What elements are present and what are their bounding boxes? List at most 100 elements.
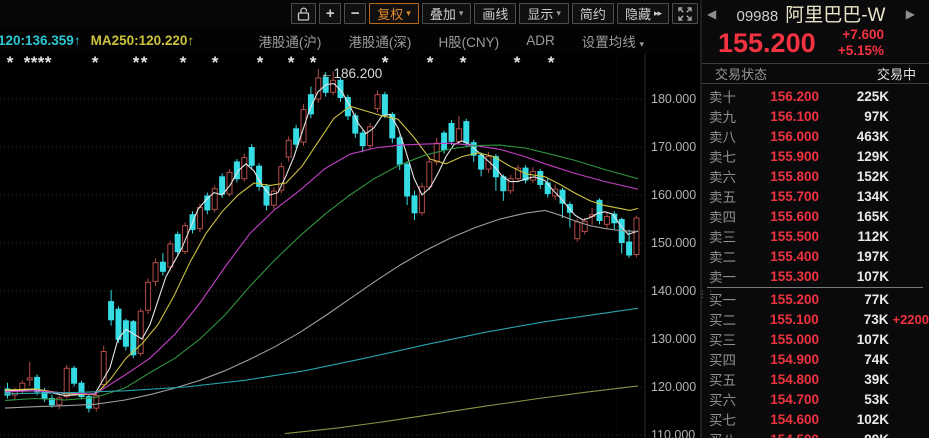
level-label: 买二 [709, 313, 736, 328]
simple-mode-button[interactable]: 简约 [571, 3, 614, 24]
next-stock-button[interactable]: ▶ [905, 6, 915, 21]
lock-button[interactable] [291, 3, 317, 24]
ask-row[interactable]: 卖六 155.800 152K [709, 166, 929, 186]
bid-row[interactable]: 买七 154.600 102K [709, 409, 929, 429]
level-label: 买七 [709, 413, 736, 428]
level-price: 154.900 [770, 351, 819, 367]
zoom-in-button[interactable]: + [319, 3, 342, 24]
ma120-value: 120:136.359↑ [0, 33, 81, 48]
trading-status-row: 交易状态 交易中 [702, 63, 929, 84]
level-label: 卖四 [709, 210, 736, 225]
svg-text:*: * [7, 54, 14, 72]
level-volume: 39K [864, 371, 889, 387]
level-volume: 99K [819, 432, 889, 438]
change-absolute: +7.600 [842, 27, 884, 42]
level-price: 155.000 [770, 331, 819, 347]
bid-row[interactable]: 买一 155.200 77K [709, 289, 929, 309]
level-volume: 77K [864, 291, 889, 307]
bid-row[interactable]: 买五 154.800 39K [709, 369, 929, 389]
level-label: 买四 [709, 353, 736, 368]
level-price: 155.500 [770, 228, 819, 244]
ask-row[interactable]: 卖一 155.300 107K [709, 266, 929, 286]
bid-row[interactable]: 买六 154.700 53K [709, 389, 929, 409]
bid-row[interactable]: 买四 154.900 74K [709, 349, 929, 369]
tab-adr[interactable]: ADR [526, 33, 555, 48]
tab-hk-connect-sh[interactable]: 港股通(沪) [258, 34, 322, 50]
price-change: +7.600 +5.15% [838, 27, 884, 59]
level-volume: 152K [856, 168, 889, 184]
quote-header: ◀ 09988 阿里巴巴-W ▶ [702, 0, 929, 27]
overlay-label: 叠加 [429, 7, 456, 22]
svg-text:*: * [141, 54, 148, 72]
svg-text:*: * [310, 54, 317, 72]
ma-status-bar: 120:136.359↑ MA250:120.220↑ 港股通(沪) 港股通(深… [0, 27, 700, 54]
level-label: 卖八 [709, 130, 736, 145]
level-volume: 463K [856, 128, 889, 144]
level-volume: 107K [856, 268, 889, 284]
chart-pane: + − 复权 ▾ 叠加 ▾ 画线 显示 ▾ 简约 隐藏 ▸▸ [0, 3, 700, 438]
svg-text:150.000: 150.000 [651, 236, 696, 250]
bid-row[interactable]: 买八154.50099K [709, 429, 929, 438]
level-label: 卖五 [709, 190, 736, 205]
svg-text:*: * [460, 54, 467, 72]
zoom-out-button[interactable]: − [344, 3, 367, 24]
ask-row[interactable]: 卖七 155.900 129K [709, 146, 929, 166]
ask-row[interactable]: 卖三 155.500 112K [709, 226, 929, 246]
display-label: 显示 [527, 7, 554, 22]
level-label: 卖二 [709, 250, 736, 265]
candlestick-chart[interactable]: * * * * * * * * * * * * * * * * * *←186.200180.000170.000… [0, 54, 700, 438]
tab-h-share-cny[interactable]: H股(CNY) [438, 34, 500, 50]
level-volume: 197K [856, 248, 889, 264]
level-price: 154.700 [770, 391, 819, 407]
fullscreen-button[interactable] [672, 3, 698, 24]
adjust-price-button[interactable]: 复权 ▾ [369, 3, 419, 24]
ma-settings-label: 设置均线 [581, 34, 636, 50]
svg-text:*: * [212, 54, 219, 72]
ask-row[interactable]: 卖十 156.200 225K [709, 86, 929, 106]
level-price: 155.700 [770, 188, 819, 204]
svg-text:180.000: 180.000 [651, 92, 696, 106]
svg-text:120.000: 120.000 [651, 380, 696, 394]
chevron-down-icon: ▾ [458, 8, 464, 18]
chevron-down-icon: ▾ [406, 8, 411, 18]
level-label: 买六 [709, 393, 736, 408]
level-volume: 97K [864, 108, 889, 124]
level-volume: 134K [856, 188, 889, 204]
ask-row[interactable]: 卖四 155.600 165K [709, 206, 929, 226]
level-volume: 53K [864, 391, 889, 407]
bid-row[interactable]: 买二 155.100 73K +2200 [709, 309, 929, 329]
ask-row[interactable]: 卖五 155.700 134K [709, 186, 929, 206]
level-label: 买一 [709, 293, 736, 308]
svg-text:170.000: 170.000 [651, 140, 696, 154]
ask-row[interactable]: 卖九 156.100 97K [709, 106, 929, 126]
level-label: 卖六 [709, 170, 736, 185]
level-volume: 107K [856, 331, 889, 347]
trading-status-label: 交易状态 [715, 67, 768, 82]
level-label: 卖十 [709, 90, 736, 105]
level-price: 154.500 [751, 432, 819, 438]
prev-stock-button[interactable]: ◀ [707, 6, 717, 21]
stock-identity: 09988 阿里巴巴-W [722, 0, 900, 27]
tab-hk-connect-sz[interactable]: 港股通(深) [348, 34, 412, 50]
level-price: 154.600 [770, 411, 819, 427]
overlay-button[interactable]: 叠加 ▾ [421, 3, 472, 24]
hide-button[interactable]: 隐藏 ▸▸ [616, 3, 669, 24]
pane-splitter[interactable]: ⋮⋮ [698, 0, 715, 438]
display-button[interactable]: 显示 ▾ [519, 3, 569, 24]
bid-row[interactable]: 买三 155.000 107K [709, 329, 929, 349]
ma-settings-button[interactable]: 设置均线 ▾ [582, 31, 644, 51]
svg-text:*: * [288, 54, 295, 72]
level-price: 156.000 [770, 128, 819, 144]
level-volume: 165K [856, 208, 889, 224]
stock-name: 阿里巴巴-W [785, 5, 886, 26]
ask-row[interactable]: 卖八 156.000 463K [709, 126, 929, 146]
draw-line-button[interactable]: 画线 [474, 3, 517, 24]
svg-text:130.000: 130.000 [651, 332, 696, 346]
expand-icon [678, 6, 692, 21]
level-label: 卖九 [709, 110, 736, 125]
level-label: 卖三 [709, 230, 736, 245]
ask-row[interactable]: 卖二 155.400 197K [709, 246, 929, 266]
svg-text:*: * [514, 54, 521, 72]
order-book: 卖十 156.200 225K 卖九 156.100 97K 卖八 156.000 463K 卖七… [702, 84, 929, 438]
